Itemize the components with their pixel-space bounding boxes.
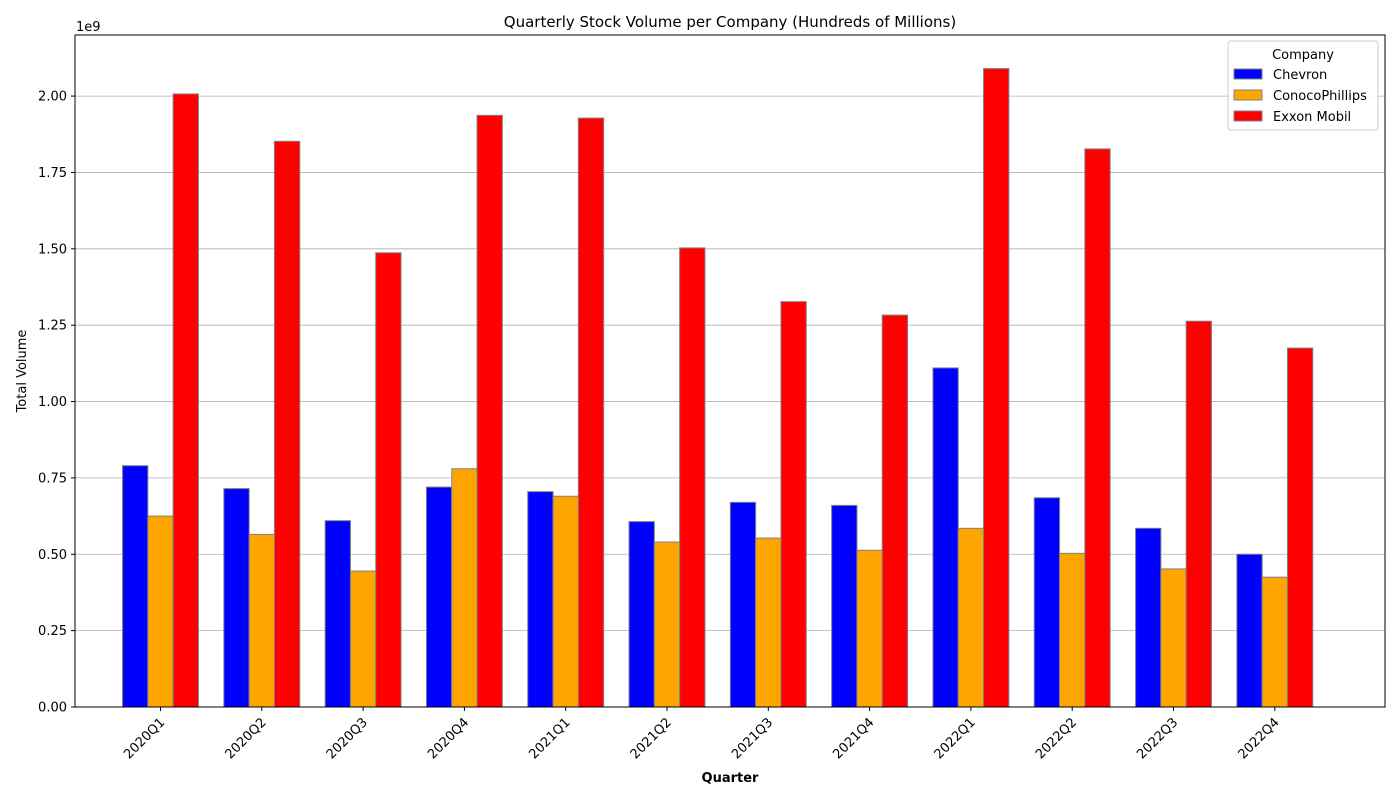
x-tick-label: 2020Q1 bbox=[121, 715, 168, 762]
bar-chevron bbox=[425, 486, 453, 708]
x-tick-label: 2020Q2 bbox=[223, 715, 270, 762]
bar-conocophillips bbox=[1059, 552, 1086, 708]
bar-conocophillips bbox=[957, 527, 985, 708]
bar-exxon-mobil bbox=[476, 114, 503, 708]
legend-swatch bbox=[1233, 68, 1263, 80]
x-tick-label: 2021Q1 bbox=[526, 715, 573, 762]
x-tick-label: 2022Q1 bbox=[932, 715, 979, 762]
y-tick-label: 1.75 bbox=[38, 166, 67, 181]
bar-conocophillips bbox=[552, 495, 579, 708]
bars bbox=[122, 68, 1314, 708]
bar-conocophillips bbox=[856, 549, 883, 708]
x-tick-label: 2021Q3 bbox=[729, 715, 776, 762]
bar-conocophillips bbox=[653, 541, 681, 708]
legend-swatch bbox=[1233, 110, 1263, 122]
bar-chevron bbox=[1033, 497, 1061, 708]
legend-box bbox=[1227, 40, 1379, 131]
bar-exxon-mobil bbox=[1185, 320, 1212, 708]
bar-chevron bbox=[1135, 527, 1162, 708]
x-tick-label: 2022Q2 bbox=[1033, 715, 1080, 762]
bar-chevron bbox=[223, 488, 250, 708]
legend-title: Company bbox=[1272, 48, 1334, 63]
legend-entry: Chevron bbox=[1273, 68, 1327, 83]
bar-chevron bbox=[1236, 553, 1263, 708]
bar-exxon-mobil bbox=[273, 140, 301, 708]
y-tick-label: 1.00 bbox=[38, 395, 67, 410]
bar-exxon-mobil bbox=[983, 68, 1010, 708]
bar-chevron bbox=[729, 501, 757, 708]
bar-chevron bbox=[122, 465, 149, 708]
y-tick-label: 1.25 bbox=[38, 319, 67, 334]
y-tick-label: 0.25 bbox=[38, 624, 67, 639]
x-tick-label: 2022Q4 bbox=[1236, 715, 1283, 762]
x-tick-label: 2022Q3 bbox=[1134, 715, 1181, 762]
plot-frame bbox=[74, 34, 1386, 708]
bar-conocophillips bbox=[248, 533, 275, 708]
bar-chevron bbox=[628, 521, 655, 708]
bar-chevron bbox=[324, 520, 351, 708]
x-tick-label: 2020Q4 bbox=[425, 715, 472, 762]
y-ticks: 0.00 0.25 0.50 0.75 1.00 1.25 1.50 1.75 2.00 bbox=[38, 90, 75, 716]
x-axis-label: Quarter bbox=[702, 771, 760, 786]
bar-chevron bbox=[527, 491, 554, 708]
bar-conocophillips bbox=[349, 570, 377, 708]
y-tick-label: 1.50 bbox=[38, 242, 67, 257]
bar-exxon-mobil bbox=[577, 117, 605, 708]
bar-conocophillips bbox=[451, 468, 478, 708]
bar-exxon-mobil bbox=[1286, 347, 1314, 708]
bar-exxon-mobil bbox=[679, 247, 706, 708]
y-axis-label: Total Volume bbox=[15, 330, 30, 414]
bar-exxon-mobil bbox=[172, 93, 199, 708]
x-ticks: 2020Q1 2020Q2 2020Q3 2020Q4 2021Q1 2021Q2 2021… bbox=[121, 707, 1283, 762]
bar-conocophillips bbox=[147, 515, 174, 708]
legend-entry: Exxon Mobil bbox=[1273, 110, 1351, 125]
bar-conocophillips bbox=[1160, 568, 1187, 708]
legend: Company Chevron ConocoPhillips Exxon Mobil bbox=[1227, 40, 1379, 131]
bar-conocophillips bbox=[1261, 576, 1288, 708]
legend-entry: ConocoPhillips bbox=[1273, 89, 1367, 104]
bar-exxon-mobil bbox=[375, 252, 402, 708]
x-tick-label: 2020Q3 bbox=[324, 715, 371, 762]
y-tick-label: 0.50 bbox=[38, 548, 67, 563]
bar-exxon-mobil bbox=[780, 301, 807, 708]
y-tick-label: 2.00 bbox=[38, 90, 67, 105]
axes bbox=[74, 34, 1386, 708]
bar-exxon-mobil bbox=[881, 314, 909, 708]
bar-chevron bbox=[831, 504, 858, 708]
x-tick-label: 2021Q2 bbox=[628, 715, 675, 762]
chart-title: Quarterly Stock Volume per Company (Hund… bbox=[504, 13, 956, 31]
bar-exxon-mobil bbox=[1084, 148, 1111, 708]
bar-conocophillips bbox=[755, 537, 782, 708]
legend-swatch bbox=[1233, 89, 1263, 101]
y-offset-label: 1e9 bbox=[76, 20, 101, 35]
y-tick-label: 0.75 bbox=[38, 471, 67, 486]
bar-chevron bbox=[932, 367, 959, 708]
x-tick-label: 2021Q4 bbox=[830, 715, 877, 762]
y-tick-label: 0.00 bbox=[38, 701, 67, 716]
